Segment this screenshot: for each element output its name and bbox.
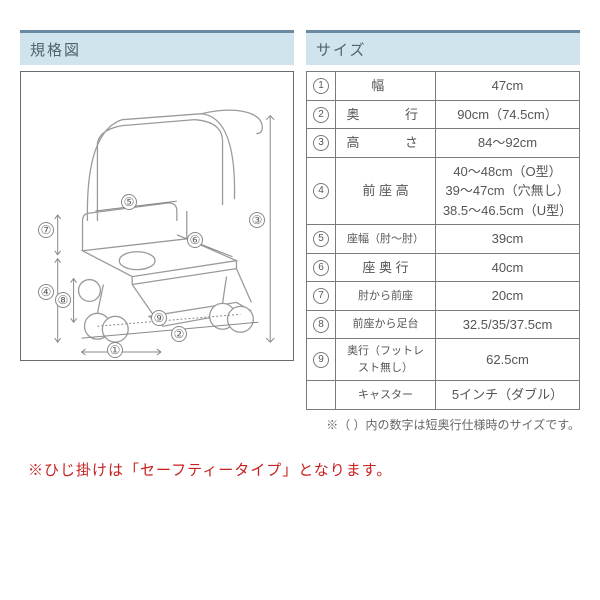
footnote: ※ひじ掛けは「セーフティータイプ」となります。: [20, 459, 580, 480]
row-value: 5インチ（ダブル）: [436, 381, 580, 410]
row-value: 40cm: [436, 253, 580, 282]
dim-4: ④: [38, 284, 54, 300]
row-index: 6: [307, 253, 336, 282]
row-value: 39cm: [436, 225, 580, 254]
size-note: ※（ ）内の数字は短奥行仕様時のサイズです。: [306, 416, 580, 433]
row-index: 7: [307, 282, 336, 311]
row-index: [307, 381, 336, 410]
dim-5: ⑤: [121, 194, 137, 210]
row-label: 座 奥 行: [336, 253, 436, 282]
diagram-header: 規格図: [20, 30, 294, 65]
table-row: 6座 奥 行40cm: [307, 253, 580, 282]
row-index: 3: [307, 129, 336, 158]
table-row: 3高 さ84～92cm: [307, 129, 580, 158]
row-label: 座幅（肘～肘）: [336, 225, 436, 254]
row-index: 2: [307, 100, 336, 129]
table-row: 2奥 行90cm（74.5cm）: [307, 100, 580, 129]
row-label: 前座から足台: [336, 310, 436, 339]
table-row: 4前 座 高40～48cm（O型）39～47cm（穴無し）38.5～46.5cm…: [307, 157, 580, 225]
row-label: 肘から前座: [336, 282, 436, 311]
table-row: 1幅47cm: [307, 72, 580, 101]
row-label: 奥 行: [336, 100, 436, 129]
table-row: 5座幅（肘～肘）39cm: [307, 225, 580, 254]
row-value: 84～92cm: [436, 129, 580, 158]
table-row: 9奥行（フットレスト無し）62.5cm: [307, 339, 580, 381]
dim-6: ⑥: [187, 232, 203, 248]
table-row: 7肘から前座20cm: [307, 282, 580, 311]
diagram-panel: 規格図: [20, 30, 294, 361]
row-value: 40～48cm（O型）39～47cm（穴無し）38.5～46.5cm（U型）: [436, 157, 580, 225]
row-index: 1: [307, 72, 336, 101]
size-table: 1幅47cm2奥 行90cm（74.5cm）3高 さ84～92cm4前 座 高4…: [306, 71, 580, 410]
table-row: キャスター5インチ（ダブル）: [307, 381, 580, 410]
row-index: 8: [307, 310, 336, 339]
dim-9: ⑨: [151, 310, 167, 326]
row-label: 奥行（フットレスト無し）: [336, 339, 436, 381]
row-value: 90cm（74.5cm）: [436, 100, 580, 129]
row-label: 高 さ: [336, 129, 436, 158]
dim-8: ⑧: [55, 292, 71, 308]
row-label: 前 座 高: [336, 157, 436, 225]
dim-2: ②: [171, 326, 187, 342]
dim-1: ①: [107, 342, 123, 358]
row-value: 32.5/35/37.5cm: [436, 310, 580, 339]
row-value: 47cm: [436, 72, 580, 101]
row-index: 9: [307, 339, 336, 381]
diagram-box: ③ ⑦ ④ ⑧ ⑤ ⑥ ① ② ⑨: [20, 71, 294, 361]
size-header: サイズ: [306, 30, 580, 65]
table-row: 8前座から足台32.5/35/37.5cm: [307, 310, 580, 339]
row-value: 62.5cm: [436, 339, 580, 381]
row-index: 4: [307, 157, 336, 225]
row-label: キャスター: [336, 381, 436, 410]
size-panel: サイズ 1幅47cm2奥 行90cm（74.5cm）3高 さ84～92cm4前 …: [306, 30, 580, 433]
dim-3: ③: [249, 212, 265, 228]
row-index: 5: [307, 225, 336, 254]
row-value: 20cm: [436, 282, 580, 311]
row-label: 幅: [336, 72, 436, 101]
dim-7: ⑦: [38, 222, 54, 238]
